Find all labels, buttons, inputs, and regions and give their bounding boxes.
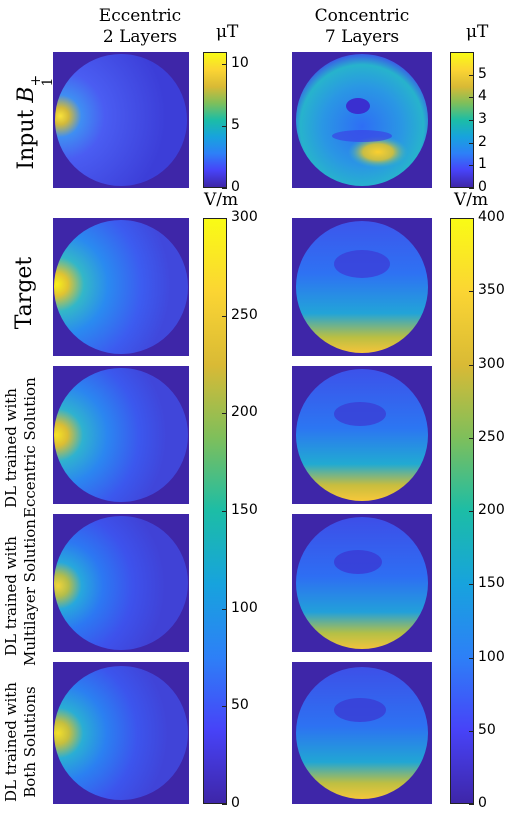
colorbar-tick-label: 3 [478,111,487,127]
panel-dl-multilayer-eccentric [53,514,189,652]
row-label-line2: Multilayer Solution [21,519,39,666]
colorbar-tick-label: 300 [231,209,258,225]
colorbar-tick-mark [222,706,227,708]
colorbar-tick-mark [469,364,474,366]
colorbar-tick-mark [469,218,474,219]
colorbar-tick-mark [222,64,227,66]
colorbar-tick-label: 2 [478,133,487,150]
b1-left-colorbar [203,52,227,188]
row-label-dl-multilayer: DL trained with Multilayer Solution [2,519,46,666]
row-label-target-text: Target [12,256,37,330]
colorbar-tick-label: 5 [478,65,487,82]
row-label-input: Input B +1 [9,67,56,177]
colorbar-tick-mark [469,730,474,732]
colorbar-tick-label: 200 [231,404,258,421]
panel-dl-both-concentric [292,662,432,804]
panel-dl-both-eccentric [53,662,189,804]
colorbar-tick-label: 200 [478,502,505,518]
panel-input-concentric [292,52,432,188]
colorbar-tick-label: 50 [231,697,249,714]
e-left-unit: V/m [204,190,239,210]
panel-dl-multilayer-concentric [292,514,432,652]
column-title-line1: Concentric [314,6,410,26]
colorbar-tick-mark [469,142,474,144]
colorbar-tick-mark [222,511,227,512]
colorbar-tick-label: 350 [478,282,505,299]
row-label-dl-both: DL trained with Both Solutions [2,672,46,812]
column-title-eccentric: Eccentric 2 Layers [60,6,220,48]
row-label-line1: DL trained with [2,682,20,802]
panel-dl-eccentric-concentric [292,366,432,504]
e-right-unit: V/m [454,190,489,210]
row-label-input-text: Input [14,109,39,170]
panel-dl-eccentric-eccentric [53,366,189,504]
row-label-target: Target [10,253,40,333]
colorbar-tick-label: 100 [478,648,505,665]
colorbar-tick-mark [469,165,474,167]
colorbar-tick-label: 150 [231,502,258,518]
colorbar-tick-label: 250 [231,306,258,323]
colorbar-tick-mark [469,291,474,293]
colorbar-tick-mark [222,315,227,317]
colorbar-tick-mark [222,218,227,219]
colorbar-tick-label: 4 [478,88,487,105]
colorbar-tick-label: 400 [478,209,505,225]
row-label-line2: Both Solutions [21,686,39,798]
row-label-b-symbol: B [14,86,39,103]
column-title-line2: 7 Layers [324,27,400,47]
colorbar-tick-mark [469,657,474,659]
row-label-line2: Eccentric Solution [21,377,39,518]
colorbar-tick-label: 0 [478,795,487,811]
colorbar-tick-mark [469,511,474,512]
colorbar-tick-label: 0 [478,179,487,195]
colorbar-tick-label: 0 [231,179,240,195]
b1-right-unit: μT [466,22,489,42]
colorbar-tick-label: 300 [478,355,505,372]
colorbar-tick-mark [469,97,474,99]
colorbar-tick-mark [469,437,474,439]
colorbar-tick-label: 100 [231,599,258,616]
colorbar-tick-mark [469,74,474,76]
column-title-line1: Eccentric [98,6,182,26]
colorbar-tick-mark [222,188,227,189]
b1-left-unit: μT [216,22,239,42]
column-title-line2: 2 Layers [102,27,178,47]
colorbar-tick-label: 5 [231,117,240,134]
panel-target-concentric [292,218,432,356]
row-label-line1: DL trained with [2,536,20,656]
panel-target-eccentric [53,218,189,356]
column-title-concentric: Concentric 7 Layers [282,6,442,48]
colorbar-tick-mark [222,804,227,805]
colorbar-tick-label: 250 [478,428,505,445]
colorbar-tick-label: 1 [478,156,487,173]
panel-input-eccentric [53,52,189,188]
colorbar-tick-mark [469,584,474,586]
colorbar-tick-mark [222,608,227,610]
row-label-line1: DL trained with [2,388,20,508]
colorbar-tick-label: 150 [478,575,505,592]
colorbar-tick-label: 10 [231,55,249,72]
row-label-dl-eccentric: DL trained with Eccentric Solution [2,377,46,518]
colorbar-tick-mark [469,188,474,189]
colorbar-tick-mark [469,120,474,121]
colorbar-tick-mark [222,126,227,128]
colorbar-tick-label: 50 [478,721,496,738]
colorbar-tick-mark [469,804,474,805]
colorbar-tick-label: 0 [231,795,240,811]
colorbar-tick-mark [222,413,227,415]
